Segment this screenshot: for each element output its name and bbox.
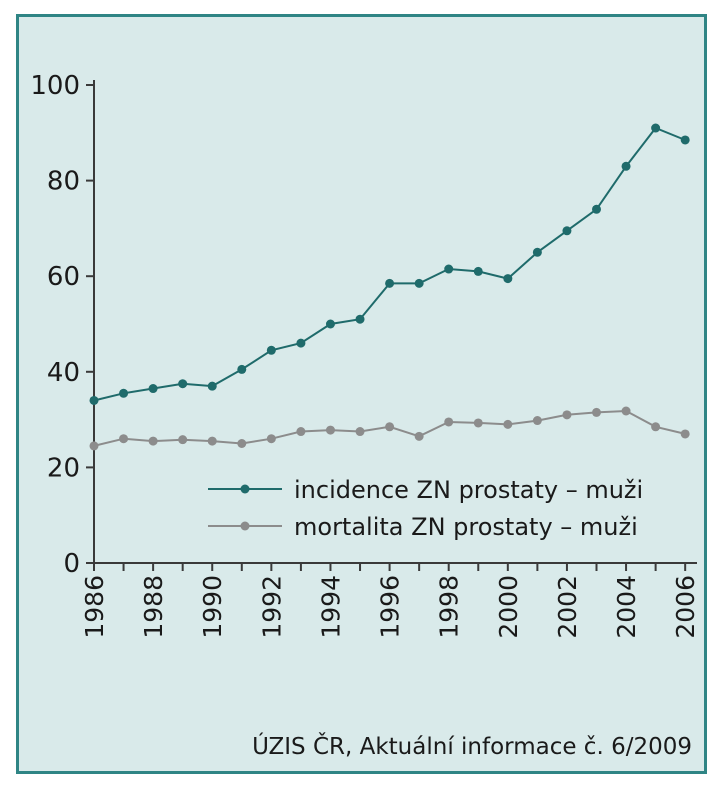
legend-marker-mortalita <box>240 521 250 531</box>
data-point-series-0 <box>414 278 424 288</box>
legend-label-incidence: incidence ZN prostaty – muži <box>294 476 643 504</box>
data-point-series-1 <box>680 429 690 439</box>
legend-label-mortalita: mortalita ZN prostaty – muži <box>294 513 638 541</box>
data-point-series-0 <box>325 319 335 329</box>
data-point-series-1 <box>119 434 129 444</box>
data-point-series-0 <box>532 247 542 257</box>
data-point-series-0 <box>473 266 483 276</box>
data-point-series-0 <box>178 379 188 389</box>
data-point-series-1 <box>414 431 424 441</box>
data-point-series-1 <box>473 418 483 428</box>
data-point-series-0 <box>651 123 661 133</box>
data-point-series-0 <box>562 226 572 236</box>
x-tick-label: 1996 <box>376 575 405 639</box>
data-point-series-0 <box>503 274 513 284</box>
x-tick-label: 2000 <box>494 575 523 639</box>
data-point-series-1 <box>651 422 661 432</box>
data-point-series-1 <box>355 427 365 437</box>
data-point-series-0 <box>148 384 158 394</box>
data-point-series-1 <box>385 422 395 432</box>
y-tick-label: 40 <box>47 358 80 388</box>
x-tick-label: 1988 <box>139 575 168 639</box>
legend-marker-incidence <box>240 484 250 494</box>
data-point-series-0 <box>119 388 129 398</box>
data-point-series-0 <box>89 395 99 405</box>
legend: incidence ZN prostaty – muži mortalita Z… <box>208 476 643 541</box>
x-tick-label: 1990 <box>198 575 227 639</box>
data-point-series-0 <box>355 314 365 324</box>
data-point-series-0 <box>680 135 690 145</box>
data-point-series-1 <box>621 406 631 416</box>
y-tick-label: 0 <box>63 549 80 579</box>
y-tick-label: 80 <box>47 167 80 197</box>
x-tick-label: 1998 <box>435 575 464 639</box>
series-line-0 <box>93 126 686 402</box>
data-point-series-0 <box>385 278 395 288</box>
series-layer <box>89 123 690 451</box>
data-point-series-1 <box>266 434 276 444</box>
data-point-series-1 <box>237 439 247 448</box>
data-point-series-0 <box>207 381 217 391</box>
data-point-series-1 <box>503 419 513 429</box>
y-tick-label: 20 <box>47 453 80 483</box>
data-point-series-0 <box>592 204 601 214</box>
x-tick-label: 2002 <box>553 575 582 639</box>
y-tick-label: 60 <box>47 262 80 292</box>
x-tick-label: 1986 <box>80 575 109 639</box>
x-tick-label: 1992 <box>257 575 286 639</box>
x-tick-label: 1994 <box>316 575 345 639</box>
data-point-series-0 <box>296 338 306 348</box>
data-point-series-0 <box>621 161 631 171</box>
x-tick-label: 2006 <box>671 575 700 639</box>
y-tick-label: 100 <box>30 71 80 101</box>
data-point-series-1 <box>296 427 306 437</box>
data-point-series-1 <box>592 407 601 417</box>
data-point-series-1 <box>562 410 572 420</box>
chart-panel <box>16 14 707 774</box>
axes: 0 20 40 60 80 100 1986 1988 1990 1992 1994 1996 1998… <box>30 71 700 639</box>
data-point-series-0 <box>237 364 247 374</box>
data-point-series-1 <box>89 441 99 451</box>
data-point-series-1 <box>325 425 335 435</box>
data-point-series-0 <box>444 264 454 274</box>
data-point-series-1 <box>444 417 454 427</box>
data-point-series-1 <box>148 436 158 446</box>
data-point-series-1 <box>178 435 188 445</box>
data-point-series-0 <box>266 345 276 355</box>
data-point-series-1 <box>532 416 542 426</box>
data-point-series-1 <box>207 436 217 446</box>
source-note: ÚZIS ČR, Aktuální informace č. 6/2009 <box>252 732 692 760</box>
x-tick-label: 2004 <box>612 575 641 639</box>
